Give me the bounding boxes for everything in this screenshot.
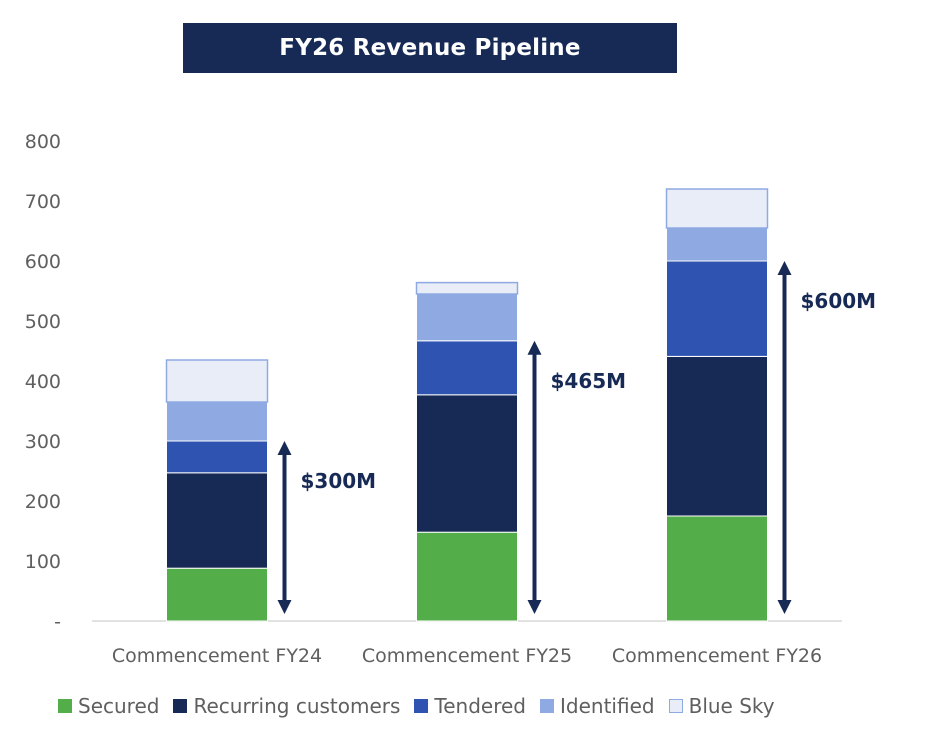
y-tick-label: 300 [25, 431, 61, 453]
bar-segment-tendered [666, 260, 768, 357]
legend-label: Recurring customers [193, 694, 401, 718]
bar-segment-identified [416, 293, 518, 342]
legend-item: Recurring customers [173, 694, 400, 718]
legend-label: Secured [78, 694, 160, 718]
legend-swatch [414, 699, 429, 713]
x-tick-label: Commencement FY25 [362, 645, 572, 667]
bar-segment-identified [166, 401, 268, 442]
y-tick-label: 100 [25, 551, 61, 573]
bar-segment-secured [416, 531, 518, 622]
y-tick-label: 600 [25, 251, 61, 273]
x-tick-label: Commencement FY26 [612, 645, 822, 667]
legend-swatch [540, 699, 555, 713]
annotation-label: $600M [801, 289, 877, 313]
y-tick-label: 400 [25, 371, 61, 393]
annotation-label: $300M [301, 469, 377, 493]
y-tick-label: 200 [25, 491, 61, 513]
chart-title: FY26 Revenue Pipeline [183, 23, 677, 73]
bar-segment-recurring-customers [166, 472, 268, 569]
y-tick-label: 700 [25, 191, 61, 213]
bar-segment-recurring-customers [416, 394, 518, 533]
annotation-arrow-head-up [277, 441, 292, 455]
legend-swatch [668, 699, 683, 713]
bar-segment-blue-sky [415, 281, 519, 295]
legend-label: Identified [560, 694, 655, 718]
legend-label: Blue Sky [688, 694, 775, 718]
y-tick-label: 800 [25, 131, 61, 153]
x-tick-label: Commencement FY24 [112, 645, 322, 667]
legend-label: Tendered [434, 694, 527, 718]
bar-segment-secured [666, 515, 768, 622]
bar-segment-secured [166, 567, 268, 622]
legend-item: Secured [58, 694, 159, 718]
stacked-bar-chart: - 100 200 300 400 500 600 700 800 Commencement FY… [25, 131, 877, 667]
annotation-arrow-head-up [777, 261, 792, 275]
annotation-label: $465M [551, 369, 627, 393]
bar-segment-blue-sky [665, 188, 769, 229]
chart-legend: Secured Recurring customers Tendered Identi… [58, 692, 789, 720]
y-tick-label: - [54, 611, 61, 633]
annotation-arrow-head-up [527, 340, 542, 355]
legend-item: Tendered [414, 694, 526, 718]
annotation-arrow-head-down [277, 600, 292, 614]
annotation-arrow-head-down [777, 600, 792, 614]
y-tick-label: 500 [25, 311, 61, 333]
bar-segment-tendered [166, 440, 268, 474]
bar-segment-tendered [416, 340, 518, 396]
bar-segment-blue-sky [165, 359, 269, 403]
bar-segment-recurring-customers [666, 355, 768, 517]
annotation-arrow-head-down [527, 600, 542, 614]
legend-swatch [173, 699, 188, 713]
legend-swatch [58, 699, 72, 713]
legend-item: Identified [540, 694, 655, 718]
bar-segment-identified [666, 227, 768, 262]
legend-item: Blue Sky [668, 694, 775, 718]
